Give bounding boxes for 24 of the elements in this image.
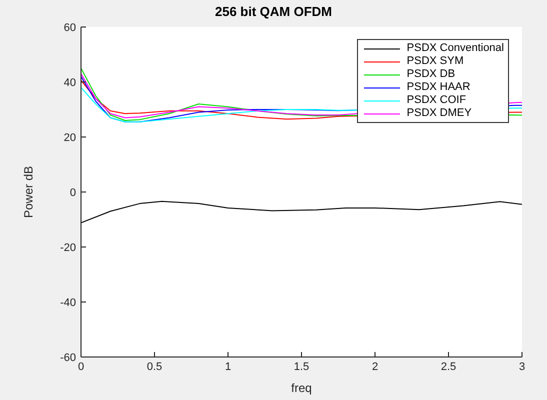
- y-tick-label: -20: [60, 242, 76, 254]
- y-tick-label: 40: [64, 76, 76, 89]
- y-tick-label: -40: [60, 296, 76, 309]
- x-tick-label: 1: [224, 360, 232, 373]
- y-tick-label: 0: [70, 186, 76, 199]
- x-tick-label: 2.5: [440, 360, 456, 373]
- x-axis-title: freq: [291, 381, 312, 395]
- legend-label: PSDX DMEY: [406, 107, 472, 120]
- legend-label: PSDX Conventional: [406, 42, 504, 55]
- x-tick-label: 1.5: [294, 360, 310, 373]
- legend-label: PSDX DB: [406, 68, 456, 81]
- x-tick-label: 2: [372, 360, 378, 373]
- legend-label: PSDX COIF: [406, 94, 466, 107]
- legend-label: PSDX HAAR: [406, 81, 470, 94]
- line-series: [81, 200, 522, 224]
- y-axis-title: Power dB: [21, 166, 36, 218]
- legend-label: PSDX SYM: [406, 55, 464, 68]
- y-tick-label: 20: [64, 132, 76, 144]
- y-tick-label: 60: [64, 22, 76, 34]
- x-tick-label: 0.5: [146, 360, 162, 373]
- x-tick-label: 3: [518, 360, 526, 373]
- y-tick-label: -60: [60, 352, 76, 364]
- chart-title: 256 bit QAM OFDM: [214, 4, 333, 19]
- x-tick-label: 0: [78, 360, 84, 373]
